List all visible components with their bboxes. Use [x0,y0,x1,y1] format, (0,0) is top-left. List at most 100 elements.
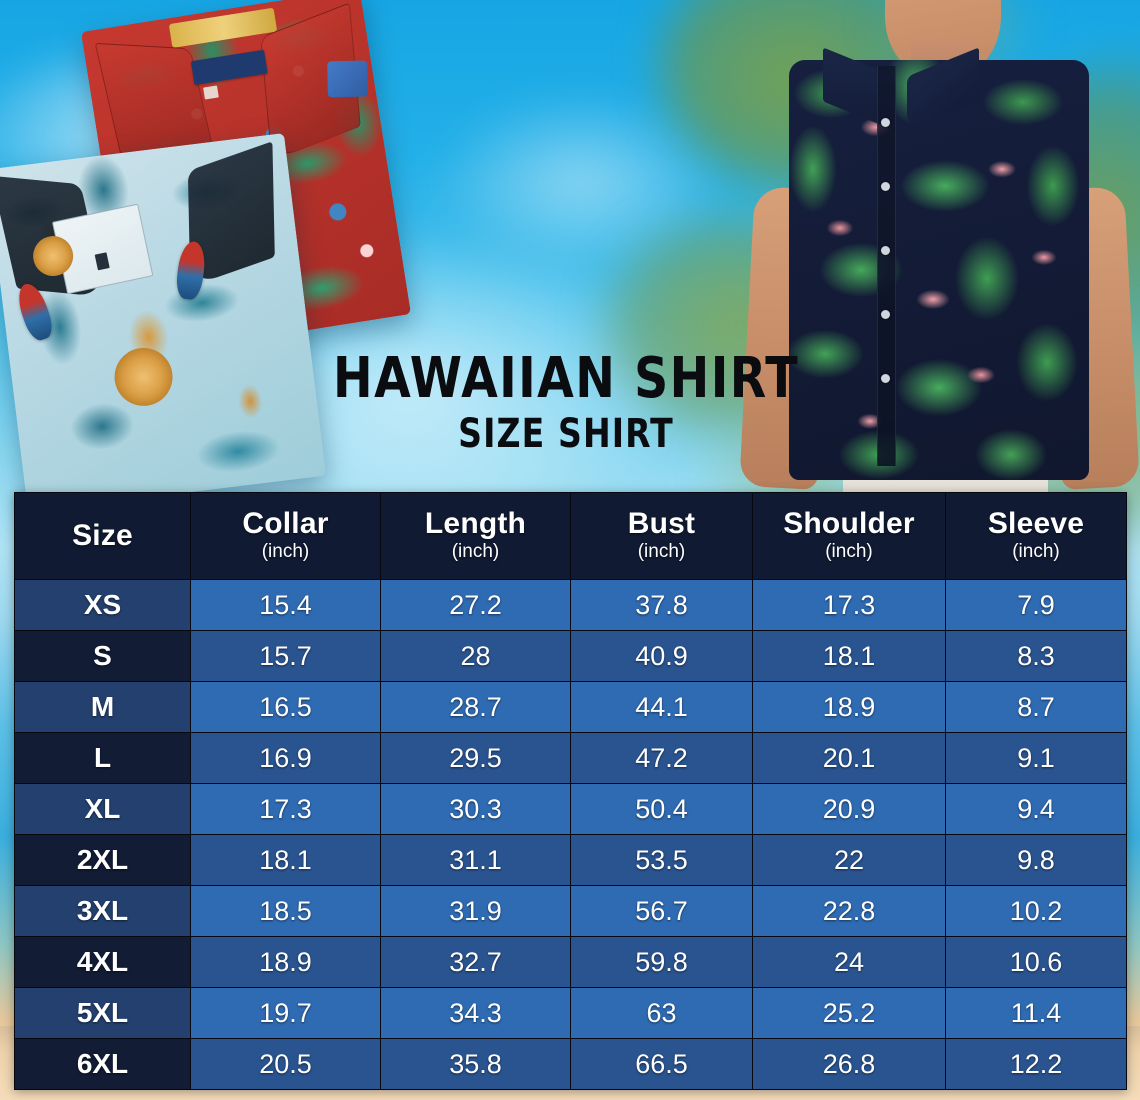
cell-shoulder: 22.8 [752,885,946,937]
page-title: HAWAIIAN SHIRT [333,346,799,411]
shirt-button [881,182,890,191]
cell-collar: 15.4 [190,579,381,631]
column-header-shoulder: Shoulder (inch) [752,492,946,580]
cell-bust: 44.1 [570,681,753,733]
hibiscus-motif [111,344,176,410]
cell-bust: 40.9 [570,630,753,682]
table-row: XS 15.4 27.2 37.8 17.3 7.9 [14,579,1127,631]
poster-title-block: HAWAIIAN SHIRT SIZE SHIRT [316,346,816,457]
cell-sleeve: 8.3 [945,630,1127,682]
column-header-label: Size [72,518,133,552]
cell-sleeve: 7.9 [945,579,1127,631]
table-row: L 16.9 29.5 47.2 20.1 9.1 [14,732,1127,784]
table-row: M 16.5 28.7 44.1 18.9 8.7 [14,681,1127,733]
cell-shoulder: 26.8 [752,1038,946,1090]
cell-bust: 66.5 [570,1038,753,1090]
cell-length: 35.8 [380,1038,571,1090]
column-header-bust: Bust (inch) [570,492,753,580]
button-placket [877,66,896,466]
shirt-button [881,310,890,319]
size-tag [203,85,219,100]
cell-bust: 63 [570,987,753,1039]
cell-shoulder: 20.1 [752,732,946,784]
cell-bust: 47.2 [570,732,753,784]
cell-sleeve: 8.7 [945,681,1127,733]
cell-length: 31.9 [380,885,571,937]
table-row: 6XL 20.5 35.8 66.5 26.8 12.2 [14,1038,1127,1090]
cell-length: 32.7 [380,936,571,988]
cell-collar: 15.7 [190,630,381,682]
size-label-cell: L [14,732,191,784]
cell-bust: 37.8 [570,579,753,631]
cell-length: 30.3 [380,783,571,835]
cell-shoulder: 25.2 [752,987,946,1039]
cell-length: 28.7 [380,681,571,733]
size-label-cell: 5XL [14,987,191,1039]
column-header-sleeve: Sleeve (inch) [945,492,1127,580]
column-header-unit: (inch) [637,540,686,562]
column-header-size: Size [14,492,191,580]
column-header-unit: (inch) [261,540,310,562]
table-row: S 15.7 28 40.9 18.1 8.3 [14,630,1127,682]
cell-collar: 19.7 [190,987,381,1039]
cell-bust: 50.4 [570,783,753,835]
cell-length: 27.2 [380,579,571,631]
cell-collar: 18.1 [190,834,381,886]
table-row: 3XL 18.5 31.9 56.7 22.8 10.2 [14,885,1127,937]
cell-collar: 18.9 [190,936,381,988]
table-row: 2XL 18.1 31.1 53.5 22 9.8 [14,834,1127,886]
flamingo-shirt-torso [789,60,1089,480]
column-header-label: Shoulder [783,507,915,541]
column-header-collar: Collar (inch) [190,492,381,580]
table-header: Size Collar (inch) Length (inch) Bust (i… [14,492,1127,580]
size-chart-table: Size Collar (inch) Length (inch) Bust (i… [14,492,1127,1090]
cell-shoulder: 18.9 [752,681,946,733]
size-label-cell: XS [14,579,191,631]
cell-shoulder: 22 [752,834,946,886]
brand-label [190,49,268,85]
cell-sleeve: 9.4 [945,783,1127,835]
size-label-cell: XL [14,783,191,835]
size-label-cell: M [14,681,191,733]
cell-bust: 59.8 [570,936,753,988]
shirt-button [881,118,890,127]
model-photo [735,0,1140,495]
size-label-cell: 3XL [14,885,191,937]
cell-collar: 20.5 [190,1038,381,1090]
column-header-unit: (inch) [451,540,500,562]
column-header-label: Bust [627,507,696,541]
cell-bust: 56.7 [570,885,753,937]
table-row: 5XL 19.7 34.3 63 25.2 11.4 [14,987,1127,1039]
cell-collar: 17.3 [190,783,381,835]
cell-sleeve: 9.8 [945,834,1127,886]
sleeve-badge [327,60,368,98]
cell-collar: 18.5 [190,885,381,937]
size-label-cell: 6XL [14,1038,191,1090]
cell-length: 31.1 [380,834,571,886]
cell-collar: 16.5 [190,681,381,733]
cell-length: 34.3 [380,987,571,1039]
size-label-cell: 2XL [14,834,191,886]
cell-length: 28 [380,630,571,682]
cell-length: 29.5 [380,732,571,784]
column-header-unit: (inch) [1012,540,1060,562]
table-row: 4XL 18.9 32.7 59.8 24 10.6 [14,936,1127,988]
table-body: XS 15.4 27.2 37.8 17.3 7.9 S 15.7 28 40.9 18.1 8.3 M… [14,579,1127,1090]
cell-sleeve: 12.2 [945,1038,1127,1090]
column-header-length: Length (inch) [380,492,571,580]
cell-shoulder: 17.3 [752,579,946,631]
size-label-cell: S [14,630,191,682]
shirt-button [881,374,890,383]
cell-shoulder: 24 [752,936,946,988]
cell-sleeve: 9.1 [945,732,1127,784]
column-header-label: Sleeve [987,507,1085,541]
header-row: Size Collar (inch) Length (inch) Bust (i… [14,492,1127,580]
blue-hawaiian-shirt [0,133,326,512]
shirt-button [881,246,890,255]
column-header-label: Length [424,507,527,541]
page-subtitle: SIZE SHIRT [458,410,674,457]
size-chart-table-wrapper: Size Collar (inch) Length (inch) Bust (i… [14,492,1127,1090]
cell-shoulder: 20.9 [752,783,946,835]
cell-sleeve: 10.2 [945,885,1127,937]
